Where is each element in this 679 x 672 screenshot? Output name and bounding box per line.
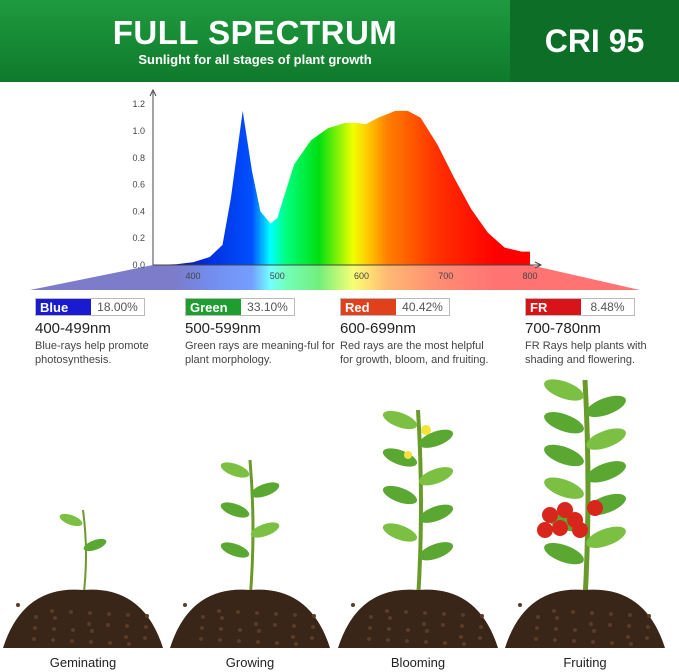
x-tick-label: 800 [522,271,537,281]
band-badge: Red 40.42% [340,298,450,316]
y-tick-label: 0.8 [132,153,145,163]
band-name: FR [526,299,581,315]
plant-fruiting [505,379,665,648]
page-title: FULL SPECTRUM [112,14,398,51]
spectrum-chart: 0.0 0.2 0.4 0.6 0.8 1.0 1.2 400 500 600 700 800 [30,88,640,290]
stage-label: Geminating [49,655,117,670]
band-percent: 33.10% [247,300,288,314]
spectrum-area [152,110,530,266]
stage-label: Blooming [390,655,446,670]
band-description: FR Rays help plants with shading and flo… [525,340,647,366]
band-percent: 40.42% [402,300,443,314]
plant-stages-illustration [3,379,665,648]
band-name: Blue [36,299,91,315]
y-tick-label: 1.0 [132,126,145,136]
band-description: Green rays are meaning-ful for plant mor… [185,340,335,366]
band-range: 700-780nm [525,320,601,337]
band-red: Red 40.42% 600-699nm Red rays are the mos… [340,298,490,367]
header-banner: FULL SPECTRUM Sunlight for all stages of… [0,0,679,82]
y-axis-arrow [149,88,157,97]
band-description: Red rays are the most helpful for growth… [340,340,489,366]
plant-geminating [3,509,163,648]
y-tick-label: 0.4 [132,206,145,216]
y-tick-label: 0.0 [132,260,145,270]
x-tick-label: 400 [185,271,200,281]
y-tick-label: 0.6 [132,180,145,190]
cri-badge: CRI 95 [510,0,679,82]
x-tick-label: 600 [354,271,369,281]
band-green: Green 33.10% 500-599nm Green rays are mea… [185,298,335,367]
stage-label: Growing [225,655,275,670]
band-name: Green [186,299,241,315]
stage-label: Fruiting [563,655,607,670]
band-percent: 18.00% [97,300,138,314]
band-blue: Blue 18.00% 400-499nm Blue-rays help prom… [35,298,185,367]
page-subtitle: Sunlight for all stages of plant growth [138,52,372,67]
x-tick-label: 700 [438,271,453,281]
band-name: Red [341,299,396,315]
plant-blooming [338,409,498,648]
x-tick-label: 500 [270,271,285,281]
band-badge: Blue 18.00% [35,298,145,316]
band-description: Blue-rays help promote photosynthesis. [35,340,149,366]
band-badge: Green 33.10% [185,298,295,316]
band-range: 500-599nm [185,320,261,337]
x-axis-arrow [534,261,543,269]
plant-growing [170,459,330,648]
y-tick-label: 0.2 [132,233,145,243]
y-tick-label: 1.2 [132,99,145,109]
spectrum-base-strip [30,265,640,290]
band-fr: FR 8.48% 700-780nm FR Rays help plants wi… [525,298,675,367]
band-badge: FR 8.48% [525,298,635,316]
band-range: 400-499nm [35,320,111,337]
band-percent: 8.48% [590,300,625,314]
band-range: 600-699nm [340,320,416,337]
